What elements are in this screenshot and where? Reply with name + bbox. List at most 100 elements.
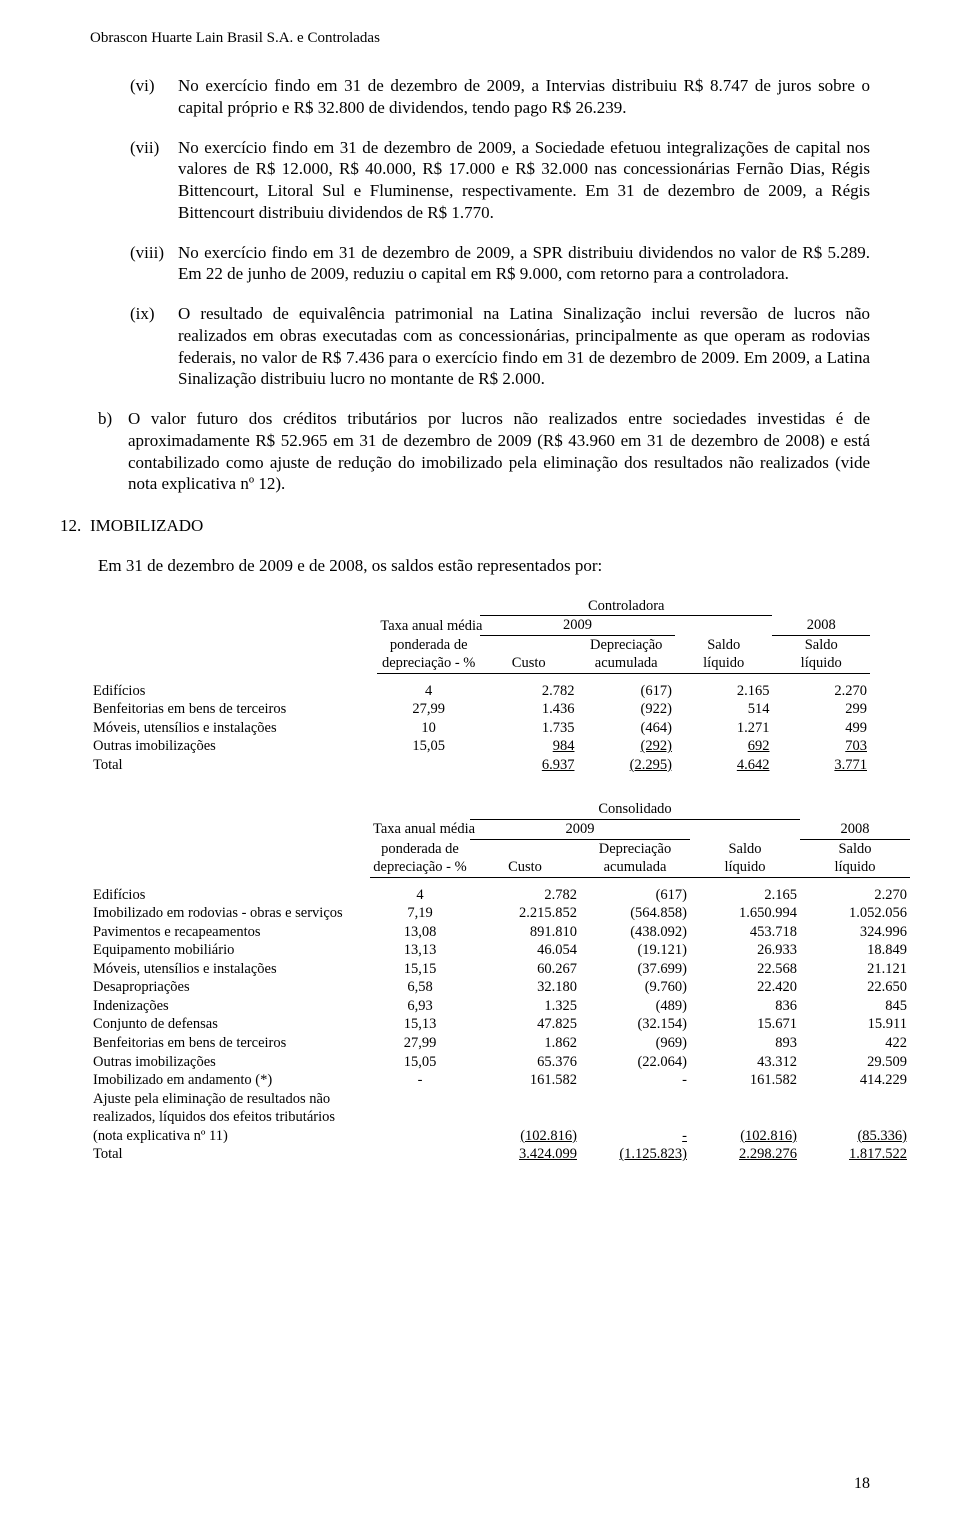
cell: 891.810 bbox=[470, 923, 580, 942]
cell: 692 bbox=[675, 737, 773, 756]
paragraph: No exercício findo em 31 de dezembro de … bbox=[178, 75, 870, 119]
cell: 1.052.056 bbox=[800, 904, 910, 923]
cell: 32.180 bbox=[470, 978, 580, 997]
cell: 2.782 bbox=[480, 682, 577, 701]
cell: 13,13 bbox=[370, 941, 470, 960]
list-item-vi: (vi) No exercício findo em 31 de dezembr… bbox=[130, 75, 870, 119]
cell: 15.911 bbox=[800, 1015, 910, 1034]
section-title: IMOBILIZADO bbox=[90, 515, 203, 537]
table-row: Móveis, utensílios e instalações101.735(… bbox=[90, 719, 870, 738]
cell: (22.064) bbox=[580, 1053, 690, 1072]
cell: 27,99 bbox=[377, 700, 480, 719]
cell: 15,05 bbox=[377, 737, 480, 756]
table-row: Móveis, utensílios e instalações15,1560.… bbox=[90, 960, 910, 979]
roman-label: (vi) bbox=[130, 75, 178, 119]
col-group: Consolidado bbox=[470, 800, 800, 819]
col-header: líquido bbox=[690, 858, 800, 877]
row-label: Benfeitorias em bens de terceiros bbox=[90, 700, 377, 719]
table-row: Imobilizado em andamento (*)-161.582-161… bbox=[90, 1071, 910, 1090]
row-label: Total bbox=[90, 756, 377, 775]
table-row: depreciação - % Custo acumulada líquido … bbox=[90, 654, 870, 673]
section-number: 12. bbox=[60, 515, 90, 537]
cell: (489) bbox=[580, 997, 690, 1016]
table-row: Imobilizado em rodovias - obras e serviç… bbox=[90, 904, 910, 923]
table-controladora: Controladora Taxa anual média 2009 2008 … bbox=[90, 597, 870, 775]
cell: (9.760) bbox=[580, 978, 690, 997]
cell: 1.436 bbox=[480, 700, 577, 719]
cell: (1.125.823) bbox=[619, 1146, 687, 1162]
col-header: Custo bbox=[480, 654, 577, 673]
cell: 3.424.099 bbox=[519, 1146, 577, 1162]
cell: 10 bbox=[377, 719, 480, 738]
cell: (102.816) bbox=[520, 1128, 577, 1144]
col-header: Saldo bbox=[800, 839, 910, 858]
cell: 2.270 bbox=[772, 682, 870, 701]
col-header: ponderada de bbox=[377, 635, 480, 654]
table-consolidado: Consolidado Taxa anual média 2009 2008 p… bbox=[90, 800, 870, 1163]
table-row: Taxa anual média 2009 2008 bbox=[90, 616, 870, 636]
cell: (37.699) bbox=[580, 960, 690, 979]
cell: 15,15 bbox=[370, 960, 470, 979]
cell: (464) bbox=[577, 719, 674, 738]
cell: 1.817.522 bbox=[849, 1146, 907, 1162]
row-label: Móveis, utensílios e instalações bbox=[90, 719, 377, 738]
document-header: Obrascon Huarte Lain Brasil S.A. e Contr… bbox=[90, 30, 870, 47]
cell: 2.298.276 bbox=[739, 1146, 797, 1162]
table-row: Controladora bbox=[90, 597, 870, 616]
cell: - bbox=[370, 1071, 470, 1090]
row-label: Pavimentos e recapeamentos bbox=[90, 923, 370, 942]
row-label: Benfeitorias em bens de terceiros bbox=[90, 1034, 370, 1053]
table-row: Outras imobilizações15,05984(292)692703 bbox=[90, 737, 870, 756]
col-header: Taxa anual média bbox=[370, 819, 470, 839]
cell: 46.054 bbox=[470, 941, 580, 960]
col-header: líquido bbox=[800, 858, 910, 877]
cell: 26.933 bbox=[690, 941, 800, 960]
cell: 13,08 bbox=[370, 923, 470, 942]
cell: 845 bbox=[800, 997, 910, 1016]
cell: 18.849 bbox=[800, 941, 910, 960]
col-header: Saldo bbox=[690, 839, 800, 858]
cell: - bbox=[682, 1128, 687, 1144]
row-label: Indenizações bbox=[90, 997, 370, 1016]
col-header: Saldo bbox=[772, 635, 870, 654]
table-row: Benfeitorias em bens de terceiros27,991.… bbox=[90, 700, 870, 719]
col-header: Saldo bbox=[675, 635, 773, 654]
table-row: Edifícios42.782(617)2.1652.270 bbox=[90, 682, 870, 701]
cell: 4.642 bbox=[737, 757, 770, 773]
cell: (617) bbox=[580, 886, 690, 905]
cell: 422 bbox=[800, 1034, 910, 1053]
table-spacer bbox=[90, 673, 870, 682]
table-row: Outras imobilizações15,0565.376(22.064)4… bbox=[90, 1053, 910, 1072]
cell: (32.154) bbox=[580, 1015, 690, 1034]
table-row: Taxa anual média 2009 2008 bbox=[90, 819, 910, 839]
row-label: Conjunto de defensas bbox=[90, 1015, 370, 1034]
roman-label: (vii) bbox=[130, 137, 178, 224]
table-row: Ajuste pela eliminação de resultados não bbox=[90, 1090, 910, 1109]
cell: 2.782 bbox=[470, 886, 580, 905]
cell: 4 bbox=[377, 682, 480, 701]
table-row: (nota explicativa nº 11) (102.816) - (10… bbox=[90, 1127, 910, 1146]
page: Obrascon Huarte Lain Brasil S.A. e Contr… bbox=[0, 0, 960, 1515]
row-label: Imobilizado em andamento (*) bbox=[90, 1071, 370, 1090]
table-row: Benfeitorias em bens de terceiros27,991.… bbox=[90, 1034, 910, 1053]
cell: 499 bbox=[772, 719, 870, 738]
cell: 47.825 bbox=[470, 1015, 580, 1034]
section-heading: 12. IMOBILIZADO bbox=[90, 515, 870, 537]
col-header: líquido bbox=[772, 654, 870, 673]
cell: 984 bbox=[480, 737, 577, 756]
cell: 324.996 bbox=[800, 923, 910, 942]
cell: (564.858) bbox=[580, 904, 690, 923]
cell: 836 bbox=[690, 997, 800, 1016]
cell: 65.376 bbox=[470, 1053, 580, 1072]
row-label: Equipamento mobiliário bbox=[90, 941, 370, 960]
cell: 6.937 bbox=[542, 757, 575, 773]
col-header: Taxa anual média bbox=[377, 616, 480, 636]
col-header: acumulada bbox=[580, 858, 690, 877]
roman-label: (viii) bbox=[130, 242, 178, 286]
col-header: depreciação - % bbox=[370, 858, 470, 877]
table-row: ponderada de Depreciação Saldo Saldo bbox=[90, 839, 910, 858]
cell: 22.650 bbox=[800, 978, 910, 997]
cell: 27,99 bbox=[370, 1034, 470, 1053]
cell: 2.165 bbox=[690, 886, 800, 905]
row-label: Desapropriações bbox=[90, 978, 370, 997]
